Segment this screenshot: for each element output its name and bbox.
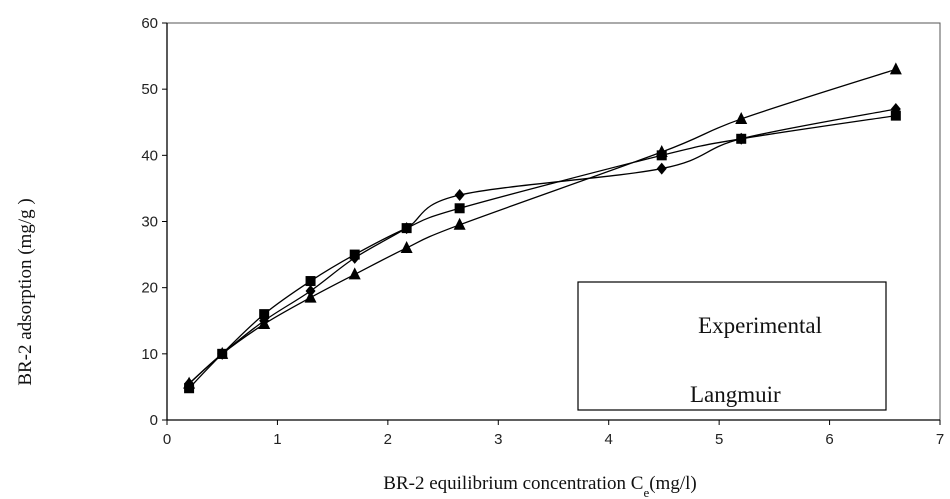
triangle-marker [348, 267, 361, 280]
triangle-marker [183, 376, 196, 389]
legend-entry-experimental: Experimental [698, 313, 822, 338]
x-tick-label: 1 [273, 431, 281, 448]
triangle-marker [216, 346, 229, 359]
triangle-marker [304, 290, 317, 303]
y-tick-label: 30 [141, 214, 158, 231]
plot-area: 0 10 20 30 40 50 60 0 1 2 3 4 5 6 7 [141, 15, 944, 448]
x-tick-label: 2 [384, 431, 392, 448]
legend-box: Experimental Langmuir [577, 281, 887, 411]
legend-entry-langmuir: Langmuir [690, 382, 781, 407]
triangle-marker [735, 111, 748, 124]
y-tick-label: 40 [141, 147, 158, 164]
series-triangle [183, 62, 902, 389]
x-tick-label: 0 [163, 431, 171, 448]
series-line-square [188, 114, 896, 389]
square-marker [259, 309, 270, 320]
x-tick-label: 5 [715, 431, 723, 448]
diamond-marker [454, 189, 465, 202]
x-tick-label: 6 [825, 431, 833, 448]
square-marker [736, 133, 747, 144]
x-tick-label: 7 [936, 431, 944, 448]
triangle-marker [453, 217, 466, 230]
series-line-diamond [188, 108, 896, 385]
y-tick-label: 20 [141, 280, 158, 297]
legend-box-frame [577, 281, 887, 411]
square-marker [890, 110, 901, 121]
diamond-marker [656, 162, 667, 175]
y-tick-label: 60 [141, 15, 158, 32]
triangle-marker [258, 317, 271, 330]
series-line-triangle [188, 68, 897, 385]
triangle-marker [889, 62, 902, 75]
square-marker [305, 276, 316, 287]
x-tick-label: 4 [605, 431, 613, 448]
square-marker [401, 223, 412, 234]
y-axis-title: BR-2 adsorption (mg/g ) [15, 198, 36, 385]
series-layer [183, 62, 902, 394]
triangle-marker [400, 240, 413, 253]
triangle-marker [655, 145, 668, 158]
x-axis-title: BR-2 equilibrium concentration Ce(mg/l) [383, 473, 696, 499]
y-tick-label: 0 [150, 412, 158, 429]
square-marker [349, 249, 360, 260]
y-tick-label: 50 [141, 81, 158, 98]
square-marker [454, 203, 465, 214]
x-tick-label: 3 [494, 431, 502, 448]
y-tick-label: 10 [141, 346, 158, 363]
